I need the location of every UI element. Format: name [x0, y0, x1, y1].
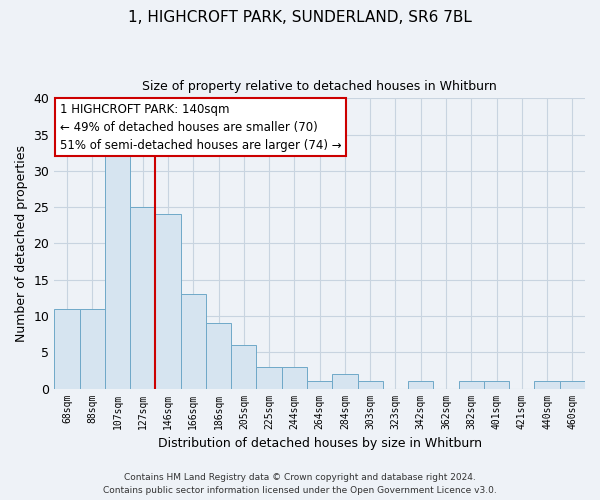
Text: 1, HIGHCROFT PARK, SUNDERLAND, SR6 7BL: 1, HIGHCROFT PARK, SUNDERLAND, SR6 7BL [128, 10, 472, 25]
Bar [408, 382, 433, 388]
Text: 1 HIGHCROFT PARK: 140sqm
← 49% of detached houses are smaller (70)
51% of semi-d: 1 HIGHCROFT PARK: 140sqm ← 49% of detach… [59, 102, 341, 152]
X-axis label: Distribution of detached houses by size in Whitburn: Distribution of detached houses by size … [158, 437, 482, 450]
Bar [54, 308, 80, 388]
Bar [155, 214, 181, 388]
Bar [358, 382, 383, 388]
Bar [206, 324, 231, 388]
Bar [307, 382, 332, 388]
Bar [484, 382, 509, 388]
Y-axis label: Number of detached properties: Number of detached properties [15, 145, 28, 342]
Bar [181, 294, 206, 388]
Bar [231, 345, 256, 389]
Bar [105, 156, 130, 388]
Title: Size of property relative to detached houses in Whitburn: Size of property relative to detached ho… [142, 80, 497, 93]
Text: Contains HM Land Registry data © Crown copyright and database right 2024.
Contai: Contains HM Land Registry data © Crown c… [103, 474, 497, 495]
Bar [458, 382, 484, 388]
Bar [282, 367, 307, 388]
Bar [130, 207, 155, 388]
Bar [332, 374, 358, 388]
Bar [256, 367, 282, 388]
Bar [560, 382, 585, 388]
Bar [535, 382, 560, 388]
Bar [80, 308, 105, 388]
